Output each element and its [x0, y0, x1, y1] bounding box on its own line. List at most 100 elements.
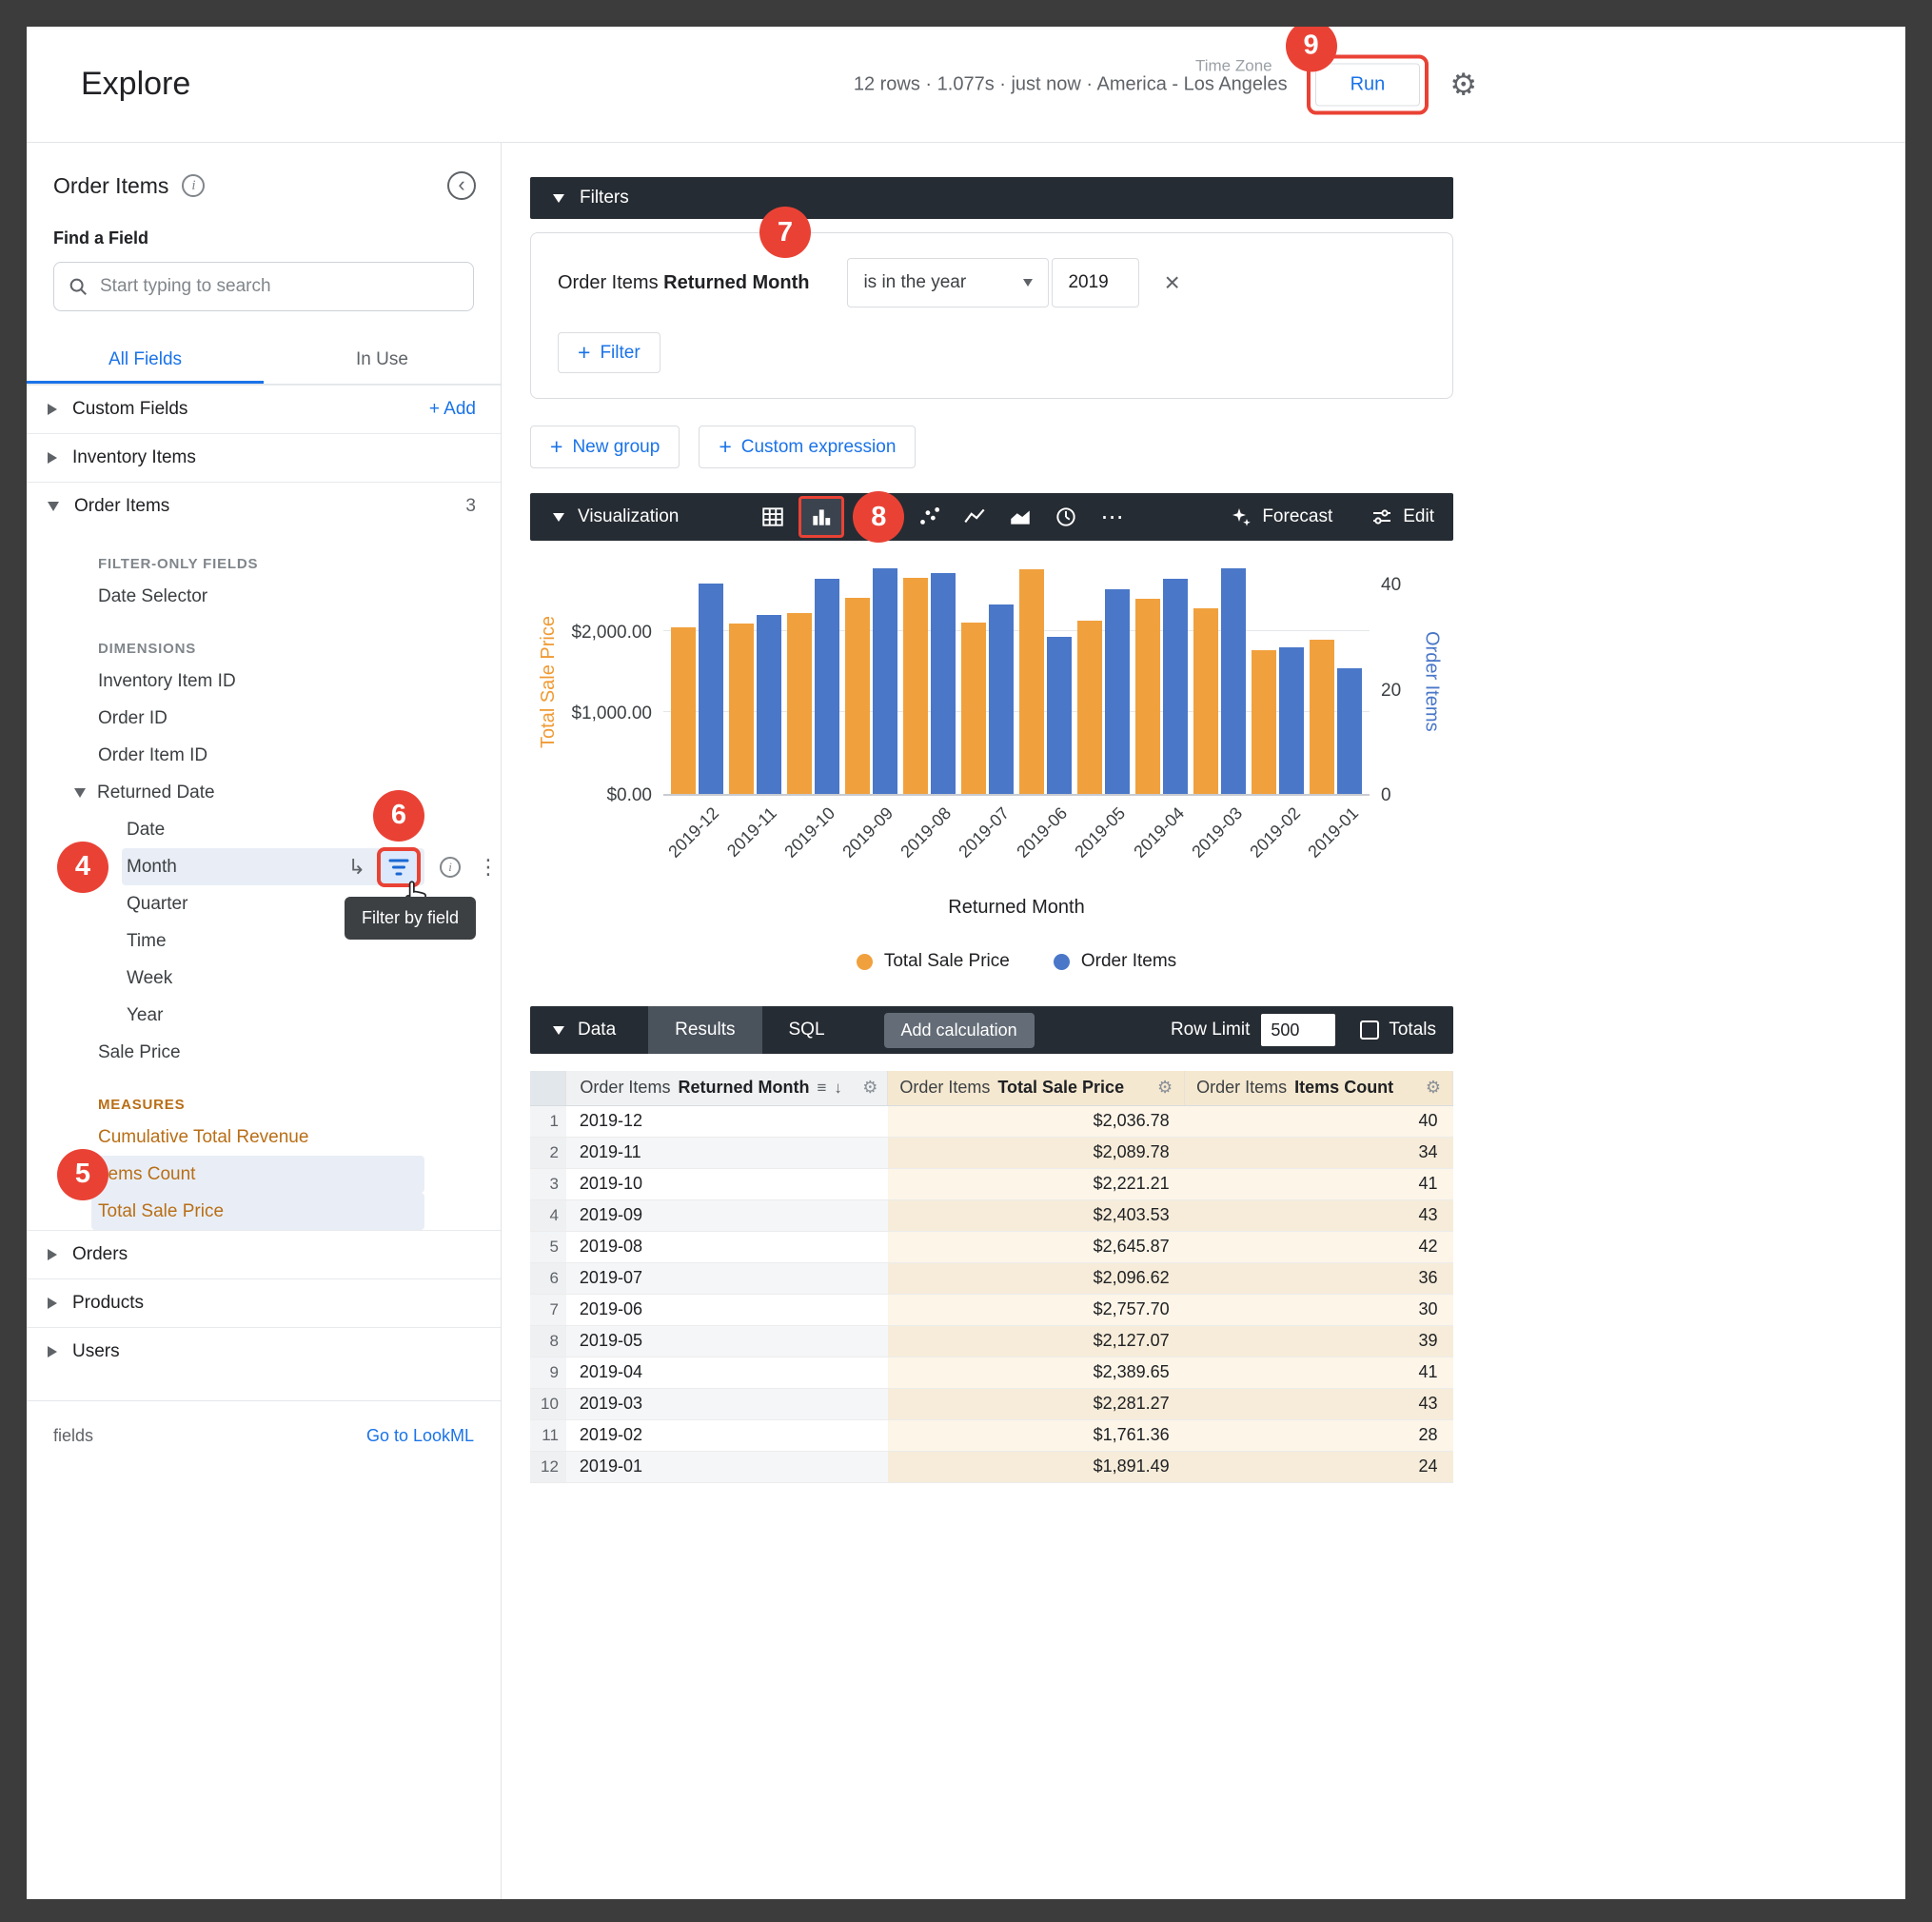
- bar-order-items[interactable]: [1221, 567, 1247, 794]
- column-header-items-count[interactable]: Order Items Items Count ⚙: [1184, 1071, 1453, 1106]
- items-count-cell[interactable]: 41: [1184, 1168, 1453, 1200]
- returned-month-cell[interactable]: 2019-09: [565, 1199, 888, 1232]
- bar-order-items[interactable]: [1105, 588, 1131, 794]
- items-count-cell[interactable]: 43: [1184, 1388, 1453, 1420]
- bar-total-sale-price[interactable]: [1077, 620, 1103, 794]
- total-sale-price-cell[interactable]: $2,403.53: [887, 1199, 1185, 1232]
- sidebar-field-total-sale-price[interactable]: Total Sale Price: [27, 1193, 501, 1230]
- forecast-button[interactable]: Forecast: [1230, 505, 1332, 528]
- items-count-cell[interactable]: 28: [1184, 1419, 1453, 1452]
- items-count-cell[interactable]: 40: [1184, 1105, 1453, 1138]
- table-row[interactable]: 4 2019-09 $2,403.53 43: [530, 1199, 1453, 1232]
- total-sale-price-cell[interactable]: $2,036.78: [887, 1105, 1185, 1138]
- bar-order-items[interactable]: [872, 567, 897, 794]
- legend-item-total-sale-price[interactable]: Total Sale Price: [856, 951, 1010, 972]
- total-sale-price-cell[interactable]: $2,757.70: [887, 1294, 1185, 1326]
- returned-month-cell[interactable]: 2019-01: [565, 1451, 888, 1483]
- items-count-cell[interactable]: 24: [1184, 1451, 1453, 1483]
- items-count-cell[interactable]: 41: [1184, 1357, 1453, 1389]
- filter-value-input[interactable]: 2019: [1052, 258, 1140, 307]
- returned-month-cell[interactable]: 2019-07: [565, 1262, 888, 1295]
- add-custom-field-button[interactable]: + Add: [428, 399, 476, 419]
- sidebar-field-year[interactable]: Year: [27, 997, 501, 1034]
- viz-gauge-icon[interactable]: [1046, 499, 1086, 535]
- sort-desc-icon[interactable]: ↓: [834, 1078, 842, 1097]
- sidebar-field-date-selector[interactable]: Date Selector: [27, 578, 501, 615]
- sidebar-field-quarter[interactable]: Quarter: [27, 885, 501, 922]
- items-count-cell[interactable]: 34: [1184, 1137, 1453, 1169]
- viz-scatter-icon[interactable]: [909, 499, 949, 535]
- total-sale-price-cell[interactable]: $1,891.49: [887, 1451, 1185, 1483]
- sidebar-item-orders[interactable]: Orders: [27, 1230, 501, 1278]
- total-sale-price-cell[interactable]: $2,645.87: [887, 1231, 1185, 1263]
- sidebar-field-month[interactable]: 4 Month ↳ 6 i ⋮ Filter by field: [27, 789, 501, 940]
- legend-item-order-items[interactable]: Order Items: [1053, 951, 1176, 972]
- column-header-total-sale-price[interactable]: Order Items Total Sale Price ⚙: [887, 1071, 1186, 1106]
- sidebar-field-inventory-item-id[interactable]: Inventory Item ID: [27, 663, 501, 700]
- sidebar-field-time[interactable]: Time: [27, 922, 501, 960]
- bar-order-items[interactable]: [930, 573, 956, 794]
- table-row[interactable]: 1 2019-12 $2,036.78 40: [530, 1105, 1453, 1138]
- row-limit-input[interactable]: [1261, 1014, 1336, 1046]
- items-count-cell[interactable]: 42: [1184, 1231, 1453, 1263]
- table-row[interactable]: 10 2019-03 $2,281.27 43: [530, 1388, 1453, 1420]
- sidebar-group-returned-date[interactable]: Returned Date: [27, 774, 501, 811]
- tab-all-fields[interactable]: All Fields: [27, 336, 264, 384]
- viz-bar-chart-icon[interactable]: 8: [798, 491, 905, 543]
- table-row[interactable]: 7 2019-06 $2,757.70 30: [530, 1294, 1453, 1326]
- table-row[interactable]: 12 2019-01 $1,891.49 24: [530, 1451, 1453, 1483]
- sidebar-item-custom-fields[interactable]: Custom Fields + Add: [27, 385, 501, 433]
- caret-right-icon[interactable]: [48, 452, 57, 464]
- caret-right-icon[interactable]: [48, 404, 57, 415]
- caret-down-icon[interactable]: [553, 193, 564, 203]
- new-group-button[interactable]: + New group: [530, 426, 680, 468]
- table-row[interactable]: 5 2019-08 $2,645.87 42: [530, 1231, 1453, 1263]
- viz-more-icon[interactable]: ⋯: [1092, 499, 1132, 535]
- table-row[interactable]: 6 2019-07 $2,096.62 36: [530, 1262, 1453, 1295]
- bar-order-items[interactable]: [1046, 636, 1072, 794]
- tab-results[interactable]: Results: [648, 1006, 762, 1054]
- tab-in-use[interactable]: In Use: [356, 349, 408, 369]
- bar-order-items[interactable]: [814, 578, 839, 794]
- returned-month-cell[interactable]: 2019-06: [565, 1294, 888, 1326]
- info-icon[interactable]: i: [440, 856, 461, 878]
- returned-month-cell[interactable]: 2019-08: [565, 1231, 888, 1263]
- totals-checkbox[interactable]: [1360, 1020, 1380, 1040]
- bar-total-sale-price[interactable]: [786, 612, 812, 794]
- add-calculation-button[interactable]: Add calculation: [883, 1012, 1035, 1048]
- items-count-cell[interactable]: 30: [1184, 1294, 1453, 1326]
- field-search-box[interactable]: [53, 262, 474, 311]
- bar-order-items[interactable]: [756, 615, 781, 794]
- caret-right-icon[interactable]: [48, 1346, 57, 1357]
- sidebar-item-inventory-items[interactable]: Inventory Items: [27, 433, 501, 482]
- bar-total-sale-price[interactable]: [1018, 568, 1044, 794]
- caret-down-icon[interactable]: [553, 1025, 564, 1035]
- go-to-lookml-link[interactable]: Go to LookML: [365, 1426, 474, 1445]
- table-row[interactable]: 9 2019-04 $2,389.65 41: [530, 1357, 1453, 1389]
- sidebar-field-cumulative-total-revenue[interactable]: Cumulative Total Revenue: [27, 1119, 501, 1156]
- bar-order-items[interactable]: [1279, 646, 1305, 794]
- returned-month-cell[interactable]: 2019-04: [565, 1357, 888, 1389]
- bar-total-sale-price[interactable]: [1193, 607, 1219, 794]
- bar-total-sale-price[interactable]: [728, 623, 754, 794]
- total-sale-price-cell[interactable]: $2,389.65: [887, 1357, 1185, 1389]
- caret-right-icon[interactable]: [48, 1249, 57, 1260]
- settings-gear-icon[interactable]: ⚙: [1449, 67, 1477, 102]
- returned-month-cell[interactable]: 2019-10: [565, 1168, 888, 1200]
- more-options-icon[interactable]: ⋮: [478, 854, 499, 879]
- custom-expression-button[interactable]: + Custom expression: [699, 426, 917, 468]
- total-sale-price-cell[interactable]: $2,127.07: [887, 1325, 1185, 1357]
- bar-total-sale-price[interactable]: [1252, 650, 1277, 794]
- filter-by-field-icon[interactable]: 6: [373, 789, 426, 906]
- table-row[interactable]: 3 2019-10 $2,221.21 41: [530, 1168, 1453, 1200]
- viz-line-icon[interactable]: [955, 499, 995, 535]
- bar-total-sale-price[interactable]: [960, 623, 986, 794]
- total-sale-price-cell[interactable]: $2,096.62: [887, 1262, 1185, 1295]
- items-count-cell[interactable]: 43: [1184, 1199, 1453, 1232]
- total-sale-price-cell[interactable]: $2,281.27: [887, 1388, 1185, 1420]
- caret-down-icon[interactable]: [74, 787, 86, 798]
- total-sale-price-cell[interactable]: $2,089.78: [887, 1137, 1185, 1169]
- gear-icon[interactable]: ⚙: [862, 1078, 878, 1098]
- sidebar-field-order-item-id[interactable]: Order Item ID: [27, 737, 501, 774]
- viz-table-icon[interactable]: [753, 499, 793, 535]
